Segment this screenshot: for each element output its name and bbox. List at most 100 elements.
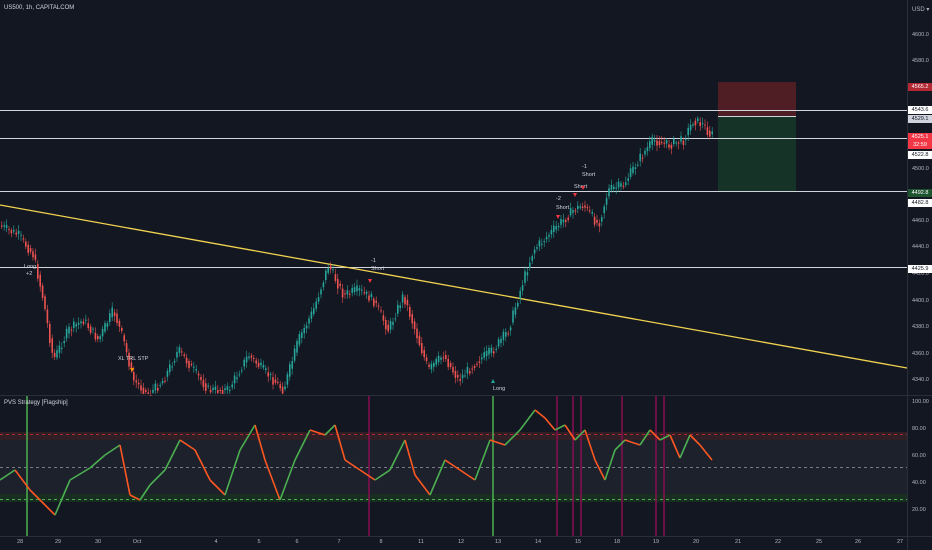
candle-body[interactable] (509, 327, 512, 331)
candle-body[interactable] (464, 375, 466, 377)
candle-body[interactable] (349, 293, 351, 295)
candle-body[interactable] (608, 188, 610, 197)
candle-body[interactable] (387, 324, 389, 332)
candle-body[interactable] (281, 386, 284, 394)
candle-body[interactable] (87, 323, 89, 329)
candle-body[interactable] (560, 219, 562, 225)
candle-body[interactable] (555, 226, 557, 230)
candle-body[interactable] (209, 389, 212, 393)
candle-body[interactable] (466, 366, 469, 374)
candle-body[interactable] (185, 357, 188, 364)
candle-body[interactable] (13, 230, 15, 232)
price-label[interactable]: 4425.9 (908, 265, 932, 273)
candle-body[interactable] (353, 287, 356, 293)
candle-body[interactable] (221, 390, 224, 394)
candle-body[interactable] (572, 210, 574, 213)
candle-body[interactable] (149, 394, 152, 396)
candle-body[interactable] (56, 350, 58, 358)
candle-body[interactable] (370, 293, 373, 298)
candle-body[interactable] (267, 372, 269, 377)
candle-body[interactable] (27, 244, 29, 253)
candle-body[interactable] (543, 241, 545, 243)
candle-body[interactable] (188, 360, 190, 369)
candle-body[interactable] (224, 388, 226, 390)
candle-body[interactable] (478, 361, 481, 363)
candle-body[interactable] (706, 127, 709, 135)
candle-body[interactable] (351, 287, 353, 293)
candle-body[interactable] (605, 198, 608, 205)
candle-body[interactable] (121, 328, 123, 332)
candle-body[interactable] (233, 375, 236, 384)
candle-body[interactable] (428, 364, 430, 367)
candle-body[interactable] (154, 383, 157, 391)
candle-body[interactable] (653, 140, 656, 142)
candle-body[interactable] (130, 362, 133, 369)
candle-body[interactable] (557, 226, 560, 228)
candle-body[interactable] (51, 338, 53, 353)
time-axis[interactable]: 28 29 30 Oct 4 5 6 7 8 11 12 13 14 15 18 19 20 21 22 25 26 27 (0, 537, 907, 550)
candle-body[interactable] (77, 322, 80, 325)
candle-body[interactable] (334, 274, 337, 282)
candle-body[interactable] (361, 289, 363, 291)
candle-body[interactable] (661, 142, 663, 143)
candle-body[interactable] (603, 206, 605, 214)
candle-body[interactable] (202, 380, 205, 388)
candle-body[interactable] (483, 352, 485, 358)
candle-body[interactable] (73, 321, 75, 328)
candle-body[interactable] (711, 131, 713, 135)
candle-body[interactable] (39, 274, 41, 287)
candle-body[interactable] (265, 368, 267, 370)
candle-body[interactable] (567, 217, 569, 220)
candle-body[interactable] (85, 319, 87, 321)
candle-body[interactable] (512, 310, 514, 323)
candle-body[interactable] (219, 390, 221, 391)
candle-body[interactable] (380, 310, 382, 312)
candle-body[interactable] (229, 389, 231, 391)
candle-body[interactable] (651, 136, 653, 145)
candle-body[interactable] (34, 254, 37, 260)
candle-body[interactable] (322, 282, 325, 288)
candle-body[interactable] (260, 362, 262, 366)
price-label[interactable]: 4525.1 (908, 133, 932, 141)
candle-body[interactable] (116, 313, 118, 323)
candle-body[interactable] (490, 347, 493, 353)
candle-body[interactable] (704, 124, 706, 126)
candle-body[interactable] (32, 251, 34, 258)
candle-body[interactable] (101, 328, 104, 337)
candle-body[interactable] (358, 288, 361, 291)
candle-body[interactable] (245, 356, 248, 363)
candle-body[interactable] (411, 314, 413, 324)
candle-body[interactable] (697, 118, 699, 121)
candle-body[interactable] (63, 340, 65, 344)
candle-body[interactable] (435, 358, 437, 365)
candle-body[interactable] (392, 321, 394, 325)
candle-body[interactable] (41, 285, 44, 298)
candle-body[interactable] (397, 304, 399, 314)
candle-body[interactable] (548, 235, 550, 237)
candle-body[interactable] (375, 300, 377, 303)
candle-body[interactable] (128, 352, 130, 367)
candle-body[interactable] (610, 185, 613, 190)
candle-body[interactable] (517, 302, 519, 307)
price-label[interactable]: 4543.6 (908, 106, 932, 114)
candle-body[interactable] (253, 358, 255, 359)
candle-body[interactable] (682, 140, 685, 145)
candle-body[interactable] (70, 329, 73, 331)
candle-body[interactable] (574, 210, 577, 212)
candle-body[interactable] (476, 363, 478, 365)
candle-body[interactable] (454, 371, 457, 378)
candle-body[interactable] (613, 186, 615, 189)
candle-body[interactable] (159, 384, 161, 386)
candle-body[interactable] (579, 206, 581, 208)
candle-body[interactable] (29, 248, 32, 252)
candle-body[interactable] (502, 331, 505, 340)
candle-body[interactable] (176, 351, 178, 358)
oscillator-axis[interactable]: 100.00 80.00 60.00 40.00 20.00 (908, 396, 932, 536)
price-label[interactable]: 4529.1 (908, 115, 932, 123)
candle-body[interactable] (217, 390, 219, 393)
candle-body[interactable] (339, 283, 341, 286)
candle-body[interactable] (373, 298, 375, 306)
candle-body[interactable] (109, 313, 111, 322)
